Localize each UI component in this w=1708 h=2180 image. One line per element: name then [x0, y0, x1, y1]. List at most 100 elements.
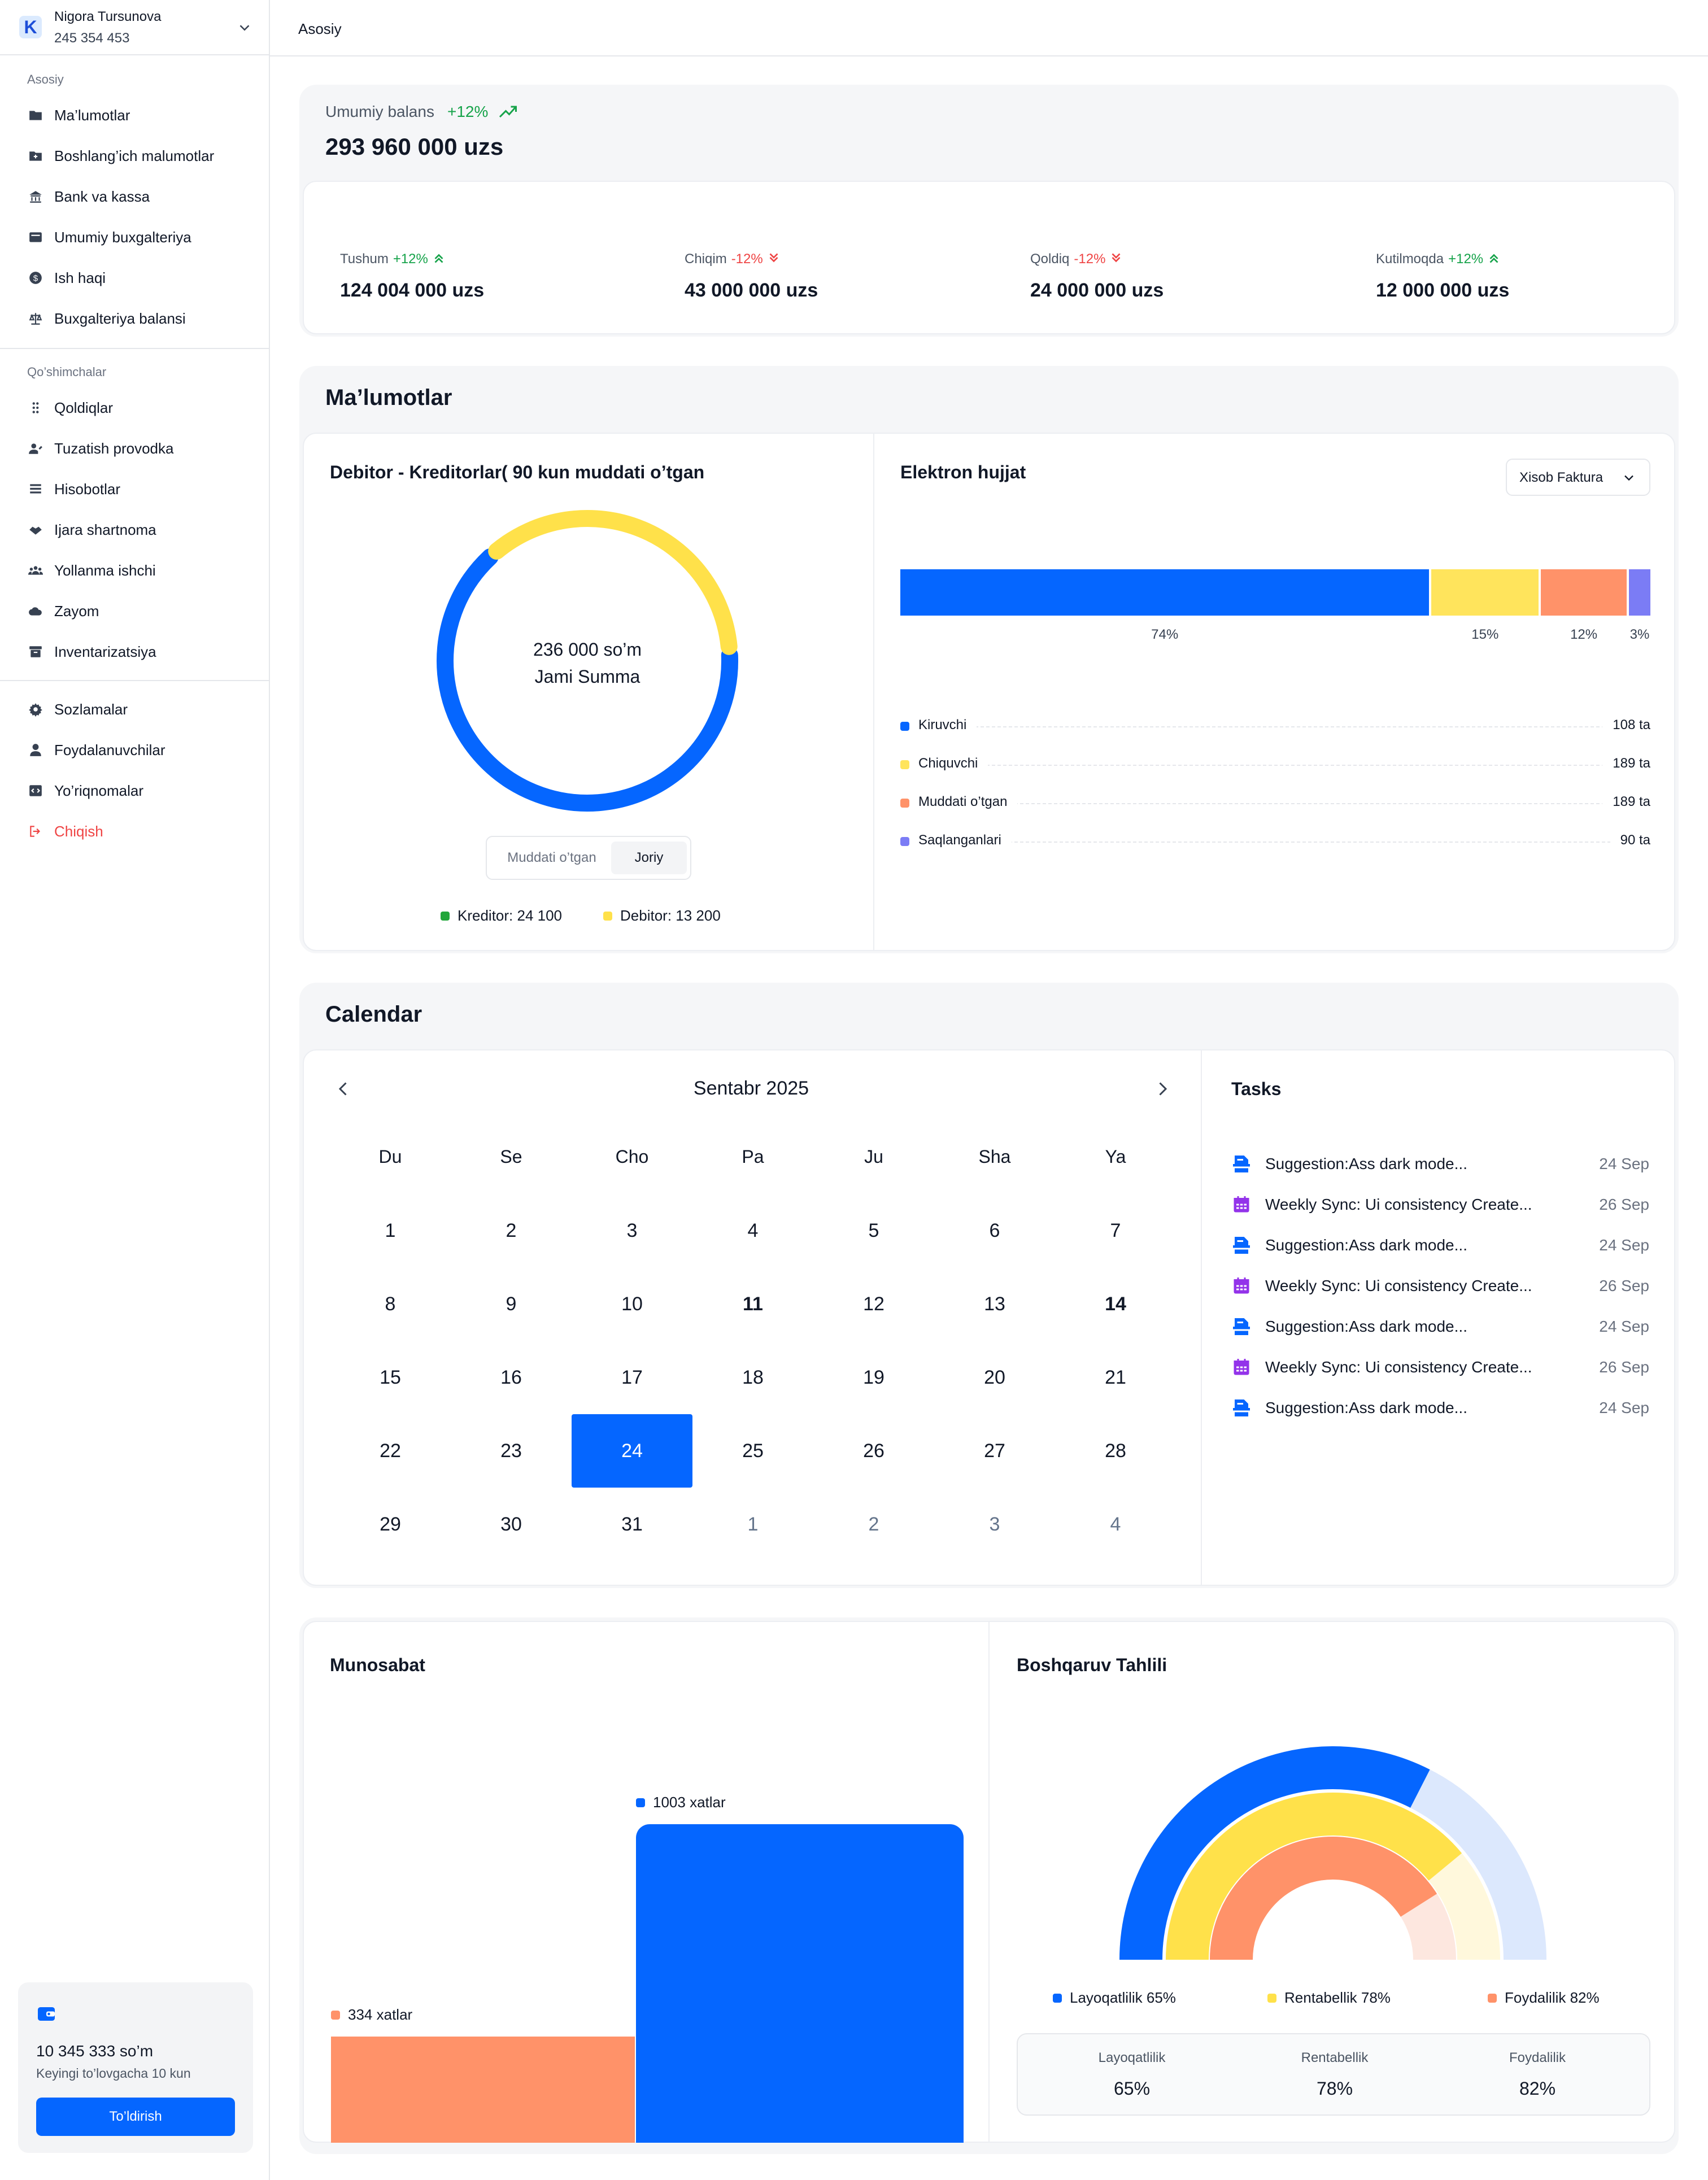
- calendar-day[interactable]: 3: [989, 1513, 1000, 1535]
- document-type-select[interactable]: Xisob Faktura: [1506, 459, 1650, 496]
- nav-item-boshlangich[interactable]: Boshlang’ich malumotlar: [23, 140, 260, 172]
- nav-item-yoriqnomalar[interactable]: Yo’riqnomalar: [23, 775, 260, 806]
- calendar-day[interactable]: 31: [621, 1513, 643, 1535]
- nav-item-malumotlar[interactable]: Ma’lumotlar: [23, 99, 260, 131]
- task-item[interactable]: Suggestion:Ass dark mode... 24 Sep: [1231, 1231, 1649, 1259]
- stat-pct: -12%: [731, 251, 763, 267]
- nav-item-hisobotlar[interactable]: Hisobotlar: [23, 473, 260, 505]
- calendar-day[interactable]: 6: [989, 1219, 1000, 1241]
- calendar-day[interactable]: 11: [743, 1293, 763, 1315]
- task-title: Weekly Sync: Ui consistency Create...: [1265, 1358, 1532, 1376]
- calendar-day[interactable]: 15: [380, 1366, 401, 1388]
- calendar-day[interactable]: 20: [984, 1366, 1005, 1388]
- calendar-day[interactable]: 1: [385, 1219, 396, 1241]
- user-icon: [27, 742, 44, 758]
- nav-item-zayom[interactable]: Zayom: [23, 595, 260, 627]
- chevron-right-icon[interactable]: [1152, 1079, 1173, 1099]
- legend-label: Rentabellik 78%: [1284, 1989, 1391, 2006]
- toggle-overdue[interactable]: Muddati o’tgan: [507, 850, 596, 865]
- calendar-day[interactable]: 8: [385, 1293, 396, 1315]
- nav-item-inventarizatsiya[interactable]: Inventarizatsiya: [23, 636, 260, 668]
- gear-icon: [27, 701, 44, 718]
- calendar-day[interactable]: 23: [500, 1440, 522, 1462]
- topup-button[interactable]: To’ldirish: [36, 2098, 235, 2136]
- boshqaruv-stats-box: Layoqatlilik 65% Rentabellik 78% Foydali…: [1017, 2033, 1650, 2116]
- calendar-day[interactable]: 29: [380, 1513, 401, 1535]
- calendar-day[interactable]: 22: [380, 1440, 401, 1462]
- calendar-day[interactable]: 4: [1110, 1513, 1121, 1535]
- calendar-day[interactable]: 21: [1105, 1366, 1126, 1388]
- toggle-current[interactable]: Joriy: [611, 842, 687, 874]
- calendar-day[interactable]: 27: [984, 1440, 1005, 1462]
- nav-item-foydalanuvchilar[interactable]: Foydalanuvchilar: [23, 734, 260, 766]
- nav-label: Foydalanuvchilar: [54, 741, 165, 758]
- gauge-arc-rentabellik: [1166, 1793, 1462, 1960]
- card-divider: [873, 434, 874, 950]
- calendar-day[interactable]: 17: [621, 1366, 643, 1388]
- legend-dot: [900, 760, 909, 769]
- calendar-day[interactable]: 13: [984, 1293, 1005, 1315]
- donut-slice-kreditor: [437, 548, 738, 812]
- legend-kreditor: Kreditor: 24 100: [441, 907, 562, 925]
- task-item[interactable]: Weekly Sync: Ui consistency Create... 26 …: [1231, 1191, 1649, 1219]
- weekday-label: Du: [378, 1146, 402, 1167]
- stat-label: Kutilmoqda: [1376, 251, 1444, 267]
- nav-item-balans[interactable]: Buxgalteriya balansi: [23, 303, 260, 334]
- cloud-icon: [27, 603, 44, 620]
- task-item[interactable]: Weekly Sync: Ui consistency Create... 26 …: [1231, 1272, 1649, 1300]
- calendar-day[interactable]: 26: [863, 1440, 884, 1462]
- nav-item-qoldiqlar[interactable]: Qoldiqlar: [23, 392, 260, 424]
- stat-label: Layoqatlilik: [1098, 2050, 1166, 2065]
- stat-qoldiq: Qoldiq -12% 24 000 000 uzs: [1030, 251, 1164, 302]
- nav-label: Ma’lumotlar: [54, 106, 130, 124]
- munosabat-bar-2: [636, 1824, 964, 2143]
- calendar-day[interactable]: 18: [742, 1366, 764, 1388]
- task-item[interactable]: Suggestion:Ass dark mode... 24 Sep: [1231, 1150, 1649, 1178]
- legend-rentabellik: Rentabellik 78%: [1267, 1989, 1391, 2007]
- chevron-left-icon[interactable]: [333, 1079, 354, 1099]
- nav-item-bank[interactable]: Bank va kassa: [23, 181, 260, 212]
- calendar-day[interactable]: 4: [747, 1219, 759, 1241]
- nav-item-ish-haqi[interactable]: $ Ish haqi: [23, 262, 260, 294]
- task-item[interactable]: Suggestion:Ass dark mode... 24 Sep: [1231, 1394, 1649, 1422]
- nav-item-sozlamalar[interactable]: Sozlamalar: [23, 694, 260, 725]
- nav-item-tuzatish[interactable]: Tuzatish provodka: [23, 433, 260, 464]
- calendar-day[interactable]: 25: [742, 1440, 764, 1462]
- chevron-down-icon[interactable]: [236, 19, 253, 36]
- grip-icon: [27, 399, 44, 416]
- task-item[interactable]: Weekly Sync: Ui consistency Create... 26 …: [1231, 1353, 1649, 1381]
- calendar-day[interactable]: 9: [506, 1293, 517, 1315]
- nav-label: Yollanma ishchi: [54, 561, 156, 579]
- nav-item-buxgalteriya[interactable]: Umumiy buxgalteriya: [23, 221, 260, 253]
- calendar-day[interactable]: 12: [863, 1293, 884, 1315]
- calendar-day[interactable]: 2: [868, 1513, 879, 1535]
- user-switcher[interactable]: K Nigora Tursunova 245 354 453: [0, 0, 269, 55]
- calendar-day[interactable]: 14: [1105, 1293, 1126, 1315]
- calendar-day[interactable]: 5: [868, 1219, 879, 1241]
- nav-item-ijara[interactable]: Ijara shartnoma: [23, 514, 260, 546]
- card-divider: [1201, 1050, 1202, 1585]
- munosabat-bar-label: 1003 xatlar: [636, 1794, 726, 1811]
- task-date: 26 Sep: [1599, 1196, 1649, 1213]
- bar-segment-2: [1431, 569, 1539, 616]
- calendar-day[interactable]: 19: [863, 1366, 884, 1388]
- calendar-day[interactable]: 3: [626, 1219, 638, 1241]
- task-title: Suggestion:Ass dark mode...: [1265, 1399, 1467, 1416]
- calendar-title: Calendar: [325, 1002, 422, 1027]
- row-value: 108 ta: [1602, 717, 1650, 733]
- task-item[interactable]: Suggestion:Ass dark mode... 24 Sep: [1231, 1313, 1649, 1341]
- calendar-day[interactable]: 1: [747, 1513, 759, 1535]
- nav-item-yollanma[interactable]: Yollanma ishchi: [23, 555, 260, 586]
- calendar-day[interactable]: 16: [500, 1366, 522, 1388]
- calendar-day[interactable]: 2: [506, 1219, 517, 1241]
- calendar-day[interactable]: 30: [500, 1513, 522, 1535]
- nav-label: Umumiy buxgalteriya: [54, 228, 191, 246]
- svg-text:$: $: [33, 273, 38, 283]
- topbar: Asosiy: [270, 0, 1708, 56]
- calendar-day[interactable]: 10: [621, 1293, 643, 1315]
- calendar-day-selected[interactable]: 24: [572, 1414, 692, 1488]
- nav-label: Ish haqi: [54, 269, 106, 286]
- calendar-day[interactable]: 7: [1110, 1219, 1121, 1241]
- calendar-day[interactable]: 28: [1105, 1440, 1126, 1462]
- nav-item-chiqish[interactable]: Chiqish: [23, 816, 260, 847]
